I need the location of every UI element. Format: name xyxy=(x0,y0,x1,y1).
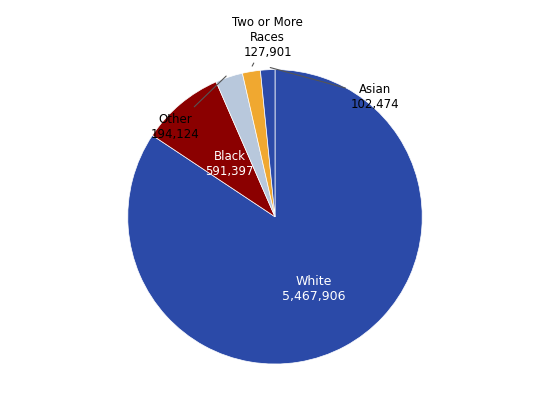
Text: Other
194,124: Other 194,124 xyxy=(151,77,226,140)
Text: White
5,467,906: White 5,467,906 xyxy=(282,275,345,303)
Wedge shape xyxy=(152,83,275,217)
Wedge shape xyxy=(128,70,422,364)
Wedge shape xyxy=(243,71,275,217)
Wedge shape xyxy=(260,70,275,217)
Text: Asian
102,474: Asian 102,474 xyxy=(270,68,399,111)
Text: Two or More
Races
127,901: Two or More Races 127,901 xyxy=(232,16,303,67)
Text: Black
591,397: Black 591,397 xyxy=(205,149,254,177)
Wedge shape xyxy=(216,74,275,217)
